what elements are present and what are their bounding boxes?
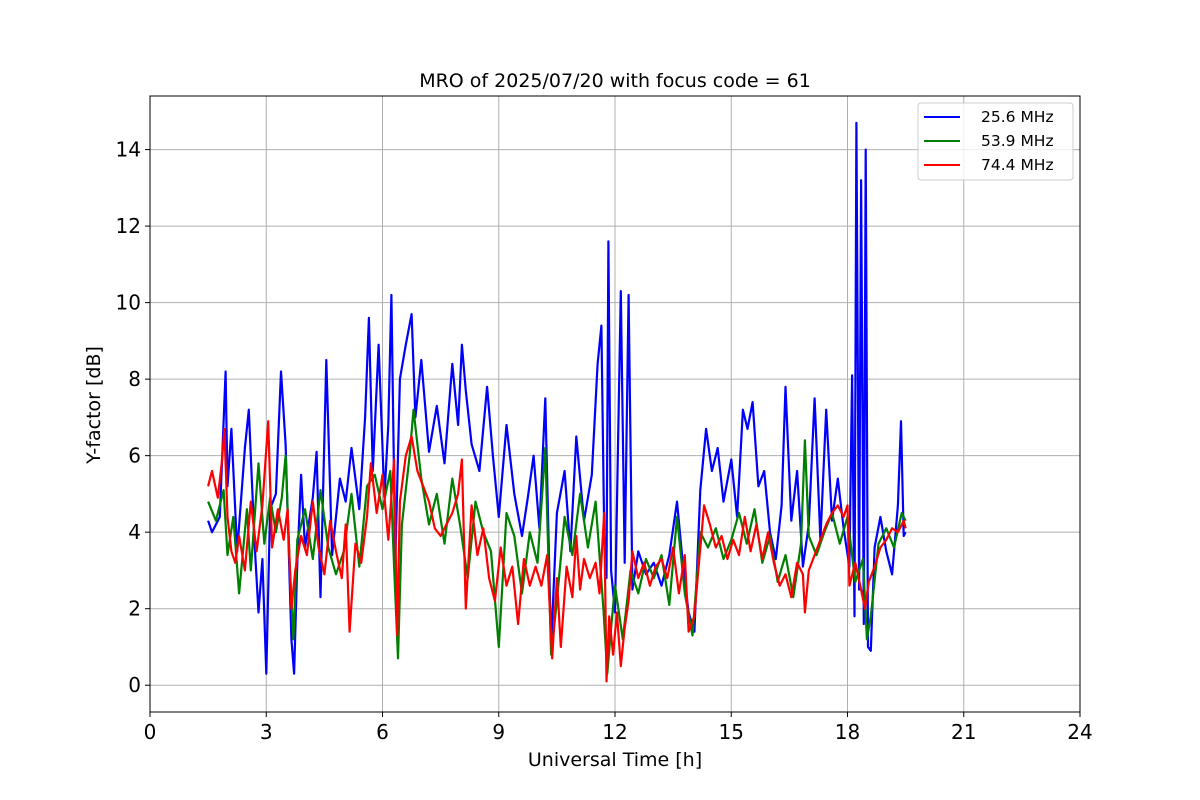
y-tick-label: 6	[128, 444, 141, 468]
y-tick-label: 10	[116, 291, 141, 315]
x-tick-label: 15	[719, 720, 744, 744]
legend: 25.6 MHz 53.9 MHz 74.4 MHz	[917, 102, 1074, 181]
chart-title: MRO of 2025/07/20 with focus code = 61	[419, 70, 811, 92]
y-tick-label: 0	[128, 673, 141, 697]
legend-label-3: 74.4 MHz	[981, 156, 1054, 174]
x-tick-label: 9	[492, 720, 505, 744]
legend-label-1: 25.6 MHz	[981, 108, 1054, 126]
series-layer	[207, 121, 907, 683]
y-axis: 0 2 4 6 8 10 12 14	[116, 138, 150, 697]
x-tick-label: 18	[835, 720, 860, 744]
y-tick-label: 2	[128, 597, 141, 621]
x-tick-label: 12	[602, 720, 627, 744]
legend-box	[917, 102, 1074, 181]
x-axis-label: Universal Time [h]	[528, 749, 702, 771]
series-line-3	[207, 420, 907, 683]
x-tick-label: 24	[1067, 720, 1092, 744]
x-tick-label: 0	[144, 720, 157, 744]
y-tick-label: 4	[128, 520, 141, 544]
y-axis-label: Y-factor [dB]	[83, 346, 105, 465]
x-axis: 0 3 6 9 12 15 18 21 24	[144, 712, 1093, 744]
series-line-1	[207, 121, 907, 675]
y-tick-label: 14	[116, 138, 141, 162]
x-tick-label: 6	[376, 720, 389, 744]
series-line-2	[207, 408, 907, 675]
y-tick-label: 8	[128, 367, 141, 391]
y-tick-label: 12	[116, 214, 141, 238]
x-tick-label: 21	[951, 720, 976, 744]
legend-label-2: 53.9 MHz	[981, 132, 1054, 150]
x-tick-label: 3	[260, 720, 273, 744]
